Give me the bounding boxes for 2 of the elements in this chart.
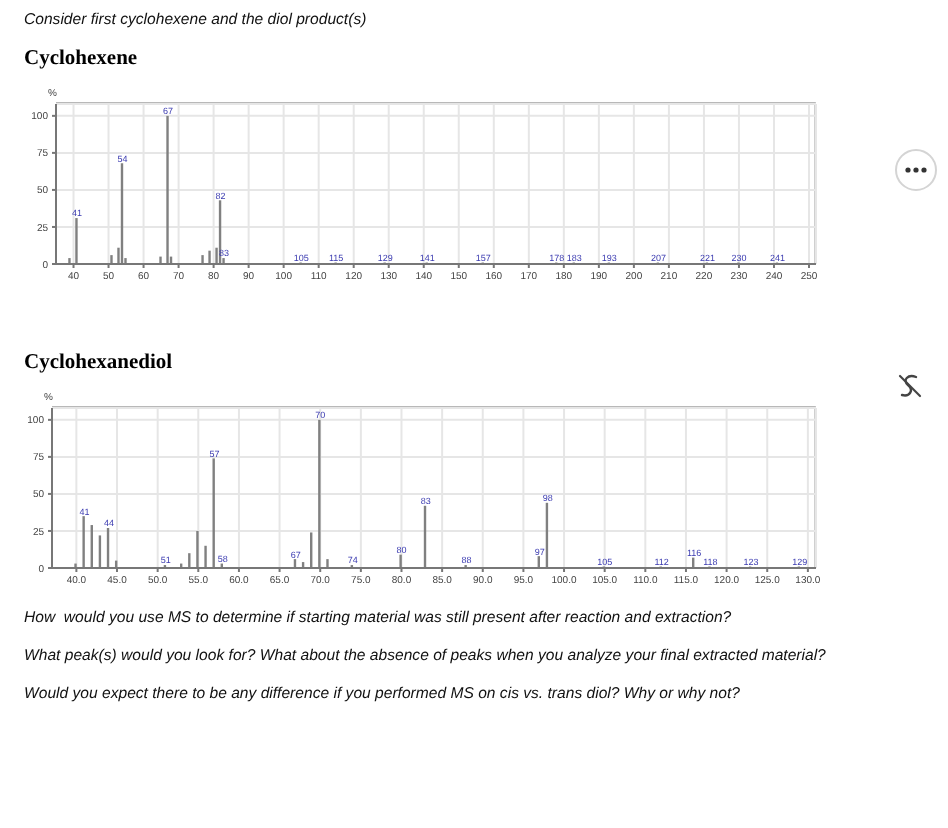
chart-title: Cyclohexene <box>24 48 138 72</box>
chart-title: Cyclohexanediol <box>24 352 173 376</box>
